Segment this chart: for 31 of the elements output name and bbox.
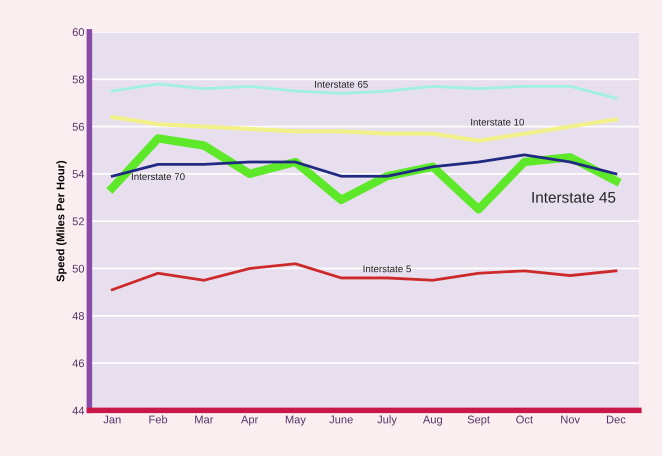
x-tick-label: Dec xyxy=(606,416,626,424)
series-label: Interstate 70 xyxy=(132,173,185,180)
line-series xyxy=(110,262,618,292)
x-tick-label: Jan xyxy=(103,416,120,424)
x-tick-label: May xyxy=(286,416,306,426)
y-tick-label: 54 xyxy=(72,170,84,178)
series-label: Interstate 5 xyxy=(364,265,411,272)
x-tick-label: Oct xyxy=(516,416,533,424)
line-series xyxy=(110,114,618,143)
line-series xyxy=(110,154,618,178)
y-tick-label: 44 xyxy=(72,406,84,414)
line-series xyxy=(110,82,618,100)
series-label: Interstate 65 xyxy=(315,80,368,88)
y-tick-label: 50 xyxy=(72,264,84,273)
y-tick-label: 56 xyxy=(72,122,84,131)
x-tick-label: Mar xyxy=(195,416,214,424)
y-tick-label: 58 xyxy=(72,75,84,84)
x-tick-label: Feb xyxy=(149,415,168,424)
x-tick-label: Apr xyxy=(241,416,258,426)
x-tick-label: July xyxy=(377,415,397,426)
y-tick-label: 46 xyxy=(72,359,84,368)
x-tick-label: Sept xyxy=(468,416,490,426)
y-tick-label: 60 xyxy=(72,28,84,36)
y-axis-title: Speed (Miles Per Hour) xyxy=(56,160,67,282)
y-tick-label: 48 xyxy=(72,312,84,320)
y-tick-label: 52 xyxy=(72,217,84,226)
series-label: Interstate 10 xyxy=(471,118,524,126)
x-tick-label: Nov xyxy=(561,416,580,424)
x-tick-label: Aug xyxy=(422,416,442,426)
series-label: Interstate 45 xyxy=(532,192,616,203)
x-tick-label: June xyxy=(329,416,353,424)
